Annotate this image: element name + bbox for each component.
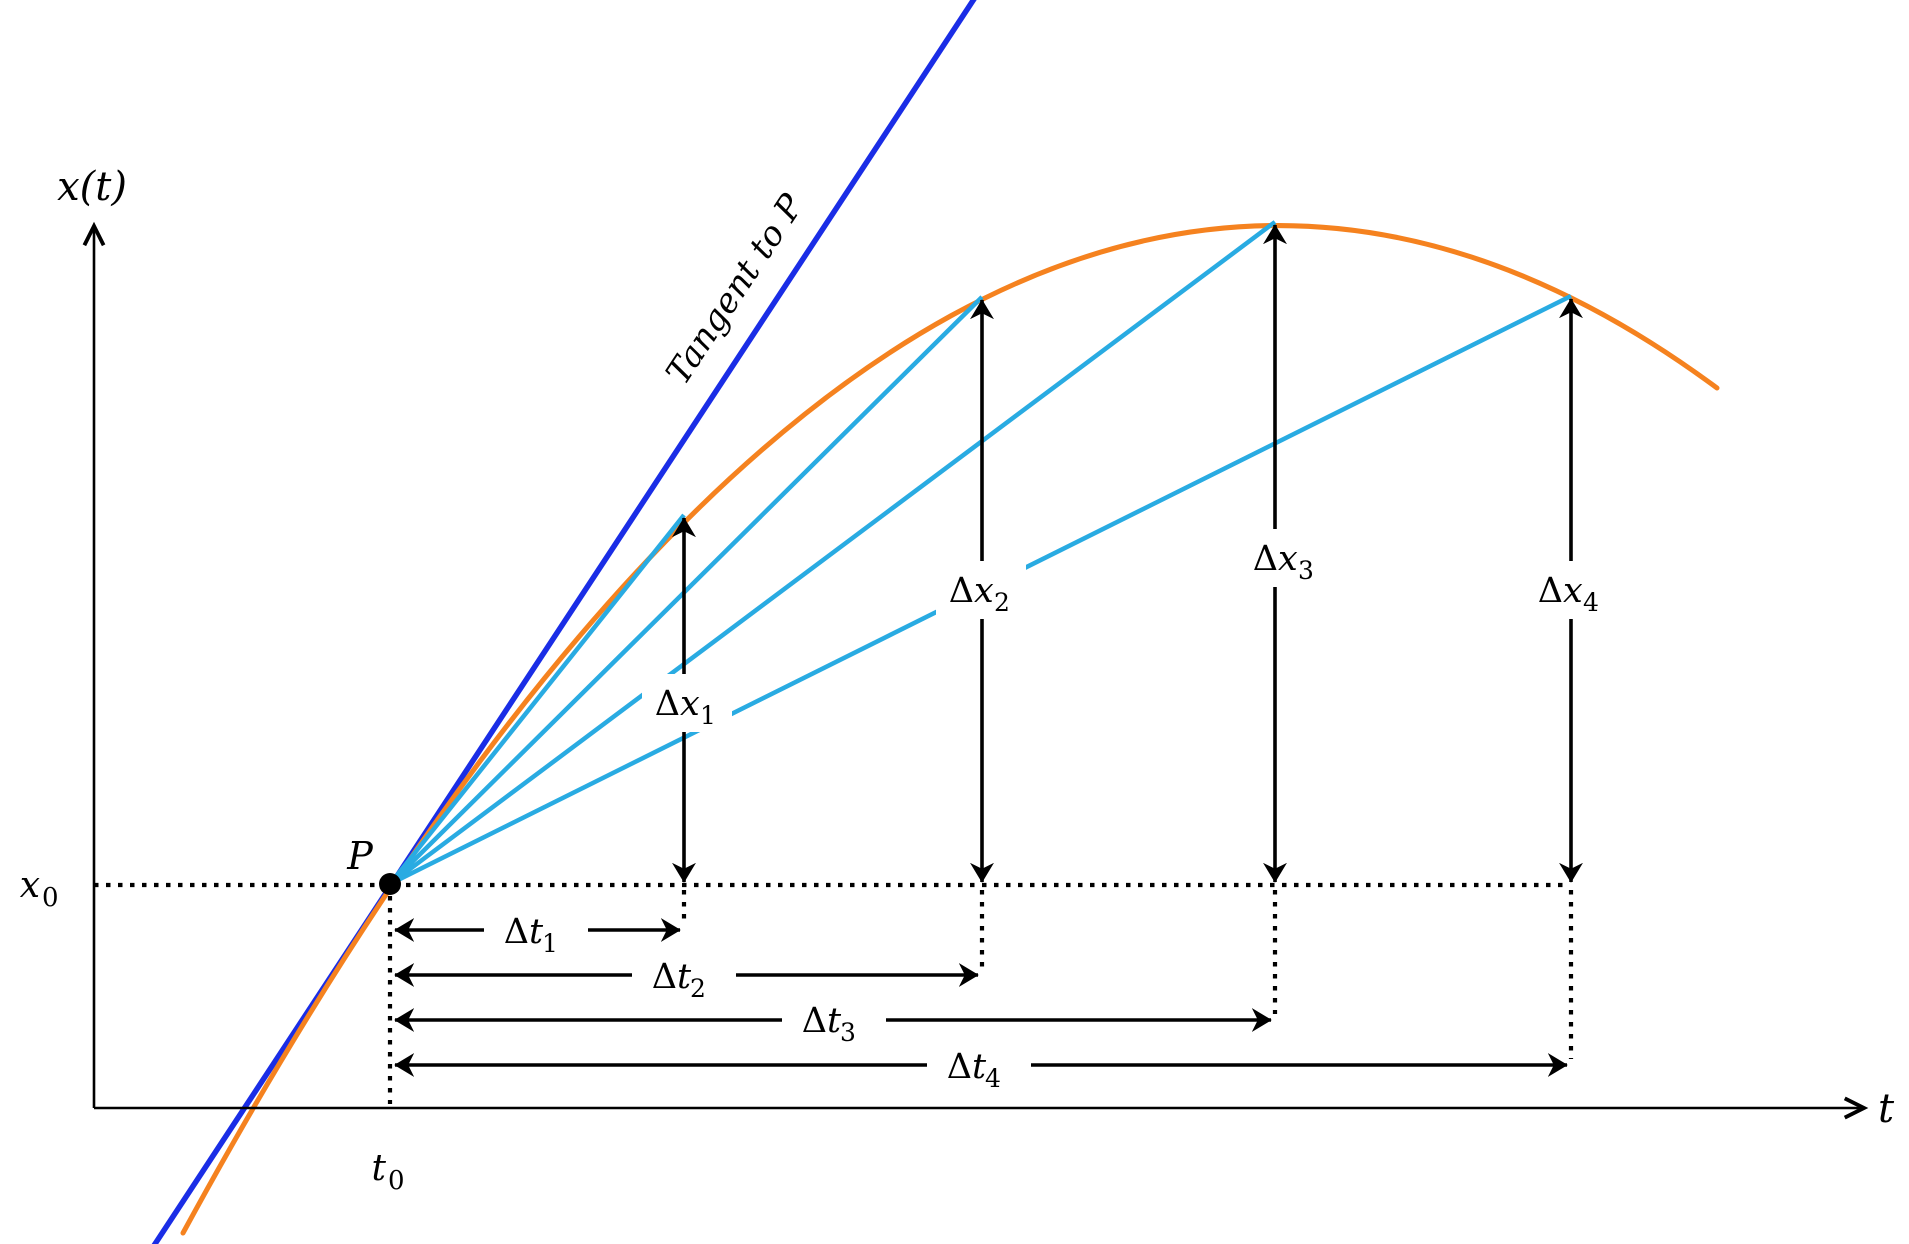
dt2-delta: Δ xyxy=(652,957,677,997)
dt3-var: t xyxy=(827,1001,842,1041)
dt3-sub: 3 xyxy=(840,1018,856,1047)
dt4-delta: Δ xyxy=(947,1047,972,1087)
dt1-delta: Δ xyxy=(504,912,529,952)
dx1-label-mask xyxy=(642,674,732,732)
dx2-sub: 2 xyxy=(994,588,1010,617)
dx4-delta: Δ xyxy=(1538,571,1563,611)
x-axis-label: t xyxy=(1878,1086,1895,1132)
dt1-label-mask xyxy=(484,907,588,955)
t0-label-main: t xyxy=(372,1148,387,1189)
dx3-var: x xyxy=(1278,539,1298,579)
dt4-label-mask xyxy=(927,1042,1031,1090)
dt3-delta: Δ xyxy=(802,1001,827,1041)
dt2-sub: 2 xyxy=(690,974,706,1003)
dx3-delta: Δ xyxy=(1253,539,1278,579)
dx2-delta: Δ xyxy=(949,571,974,611)
dx2-var: x xyxy=(974,571,994,611)
x0-label-sub: 0 xyxy=(42,883,59,913)
dt4-sub: 4 xyxy=(985,1064,1001,1093)
p-label: P xyxy=(346,834,374,878)
dt2-var: t xyxy=(677,957,692,997)
dx4-var: x xyxy=(1563,571,1583,611)
dx1-var: x xyxy=(680,684,700,724)
dx3-sub: 3 xyxy=(1298,556,1314,585)
dt1-sub: 1 xyxy=(542,929,558,958)
dx4-label-mask xyxy=(1525,561,1615,619)
dx1-sub: 1 xyxy=(700,701,716,730)
dt3-label-mask xyxy=(782,996,886,1044)
dt1-var: t xyxy=(529,912,544,952)
t0-label-sub: 0 xyxy=(388,1166,405,1196)
tangent-line xyxy=(151,0,977,1244)
p-point xyxy=(379,873,401,895)
dt4-var: t xyxy=(972,1047,987,1087)
dx1-delta: Δ xyxy=(655,684,680,724)
secant-line-3 xyxy=(388,220,1277,886)
dx4-sub: 4 xyxy=(1583,588,1599,617)
dx3-label-mask xyxy=(1240,529,1330,587)
dt2-label-mask xyxy=(632,952,736,1000)
dx2-label-mask xyxy=(936,561,1026,619)
secant-line-1 xyxy=(388,513,686,886)
x0-label-main: x xyxy=(20,865,40,906)
y-axis-label: x(t) xyxy=(57,164,127,210)
